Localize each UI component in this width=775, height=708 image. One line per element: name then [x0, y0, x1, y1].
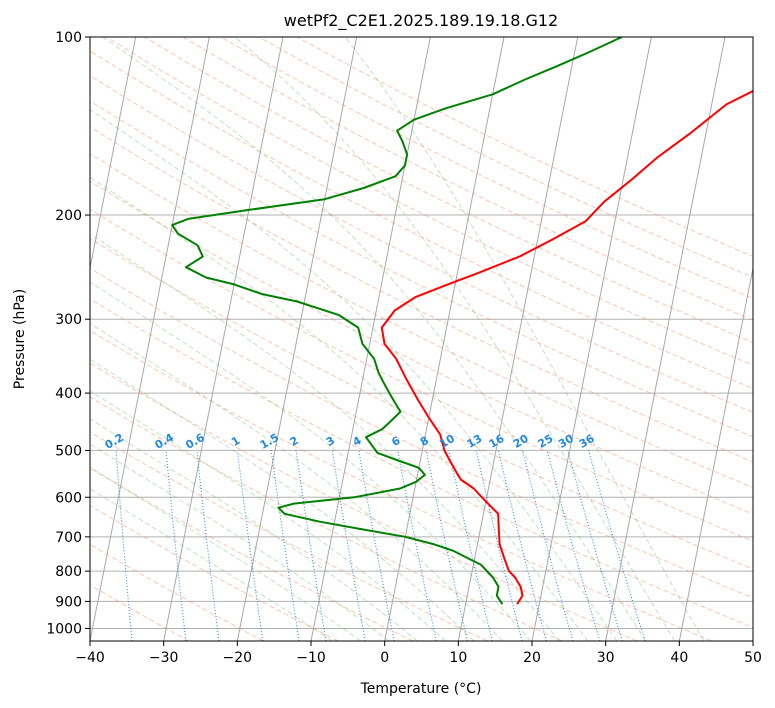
x-tick-label: 10	[449, 650, 467, 666]
y-tick-label: 700	[55, 530, 82, 546]
x-tick-label: 20	[523, 650, 541, 666]
dry-adiabat-line	[90, 467, 414, 641]
moist-adiabat-line	[102, 37, 647, 641]
series-layer	[171, 37, 753, 605]
temperature-profile-line	[380, 89, 753, 605]
x-tick-label: −40	[75, 650, 105, 666]
y-tick-label: 600	[55, 490, 82, 506]
x-tick-label: −30	[149, 650, 179, 666]
moist-adiabat-line	[234, 37, 676, 641]
y-tick-label: 300	[55, 312, 82, 328]
mixing-ratio-line	[546, 450, 601, 641]
x-tick-label: 0	[380, 650, 389, 666]
isotherm-line	[384, 37, 505, 641]
moist-adiabat-line	[90, 322, 503, 641]
isotherm-line	[605, 37, 726, 641]
moist-adiabat-line	[90, 466, 361, 641]
isotherm-line	[310, 37, 431, 641]
dry-adiabat-line	[90, 543, 264, 641]
moist-adiabat-line	[90, 488, 333, 641]
dry-adiabat-line	[90, 362, 638, 641]
moist-adiabat-line	[90, 176, 589, 641]
y-tick-label: 400	[55, 386, 82, 402]
dewpoint-profile-line	[171, 37, 623, 605]
moist-adiabat-line	[90, 233, 560, 641]
mixing-ratio-line	[196, 450, 220, 641]
axis-layer: −40 −30 −20 −10 0 10 20 30 40 50 100 200 300 400 500 60…	[46, 30, 762, 666]
moist-adiabat-line	[90, 390, 446, 641]
dry-adiabat-line	[90, 126, 753, 463]
y-axis-title: Pressure (hPa)	[12, 289, 28, 389]
dry-adiabat-line	[90, 153, 753, 489]
moist-adiabat-line	[344, 37, 705, 641]
isotherm-line	[90, 37, 137, 271]
dry-adiabat-line	[90, 431, 488, 641]
y-tick-label: 500	[55, 443, 82, 459]
y-tick-label: 200	[55, 208, 82, 224]
dry-adiabat-line	[182, 37, 753, 321]
mixing-ratio-line	[397, 450, 437, 641]
y-tick-label: 800	[55, 564, 82, 580]
isotherm-line	[163, 37, 284, 641]
plot-frame	[89, 36, 754, 642]
x-tick-label: −20	[223, 650, 253, 666]
moist-adiabat-line	[90, 418, 418, 641]
moist-adiabat-line	[90, 281, 532, 641]
dry-adiabat-line	[90, 267, 753, 599]
dry-adiabat-line	[90, 396, 563, 641]
dry-adiabat-line	[90, 100, 753, 438]
mixing-ratio-line	[115, 450, 133, 641]
moist-adiabat-line	[90, 358, 475, 641]
x-tick-label: 30	[597, 650, 615, 666]
mixing-ratio-line	[237, 450, 264, 641]
mixing-ratio-line	[165, 450, 187, 641]
isotherm-line	[531, 37, 652, 641]
isotherm-line	[457, 37, 579, 641]
chart-title: wetPf2_C2E1.2025.189.19.18.G12	[284, 11, 558, 31]
y-tick-label: 900	[55, 594, 82, 610]
dry-adiabat-line	[220, 37, 753, 300]
moist-adiabat-line	[90, 109, 618, 641]
x-axis-title: Temperature (°C)	[360, 681, 482, 697]
mixing-ratio-line	[270, 450, 300, 641]
x-tick-label: 50	[744, 650, 762, 666]
dry-adiabat-line	[90, 180, 753, 515]
isotherm-line	[236, 37, 358, 641]
isotherm-line	[678, 265, 753, 641]
mixing-ratio-line	[567, 450, 623, 641]
mixing-ratio-line	[588, 450, 646, 641]
mixing-ratio-line	[425, 450, 468, 641]
mixing-ratio-line	[497, 450, 547, 641]
isotherm-line	[90, 37, 210, 641]
y-tick-label: 1000	[46, 621, 82, 637]
dry-adiabat-line	[90, 208, 753, 542]
dry-adiabat-line	[144, 37, 753, 344]
mixing-ratio-line	[475, 450, 523, 641]
x-tick-label: −10	[296, 650, 326, 666]
mixing-ratio-line	[448, 450, 493, 641]
dry-adiabat-line	[90, 329, 712, 641]
grid-layer	[90, 37, 753, 641]
y-tick-label: 100	[55, 30, 82, 46]
mixing-ratio-line	[522, 450, 574, 641]
x-tick-label: 40	[670, 650, 688, 666]
